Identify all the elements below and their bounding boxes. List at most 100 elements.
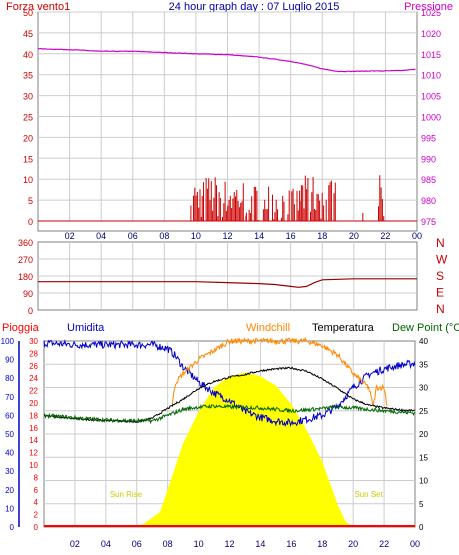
wind-tick: 30 <box>23 92 33 102</box>
rain-tick: 28 <box>29 349 38 358</box>
compass-label: E <box>436 286 444 300</box>
rain-tick: 0 <box>34 523 39 532</box>
humidity-tick: 80 <box>5 374 14 383</box>
wind-tick: 50 <box>23 8 33 18</box>
pressure-tick: 1005 <box>421 92 441 102</box>
temperature-humidity-panel: Pioggia Umidita Windchill Temperatura Dew Po… <box>1 322 459 549</box>
series-label: Dew Point (°C <box>392 322 459 334</box>
hour-tick: 10 <box>194 539 204 549</box>
rain-tick: 16 <box>29 424 38 433</box>
hour-tick: 06 <box>128 231 138 241</box>
hour-tick: 04 <box>96 231 106 241</box>
chart-title: 24 hour graph day : 07 Luglio 2015 <box>169 1 340 13</box>
wind-tick: 45 <box>23 29 33 39</box>
compass-label: N <box>436 236 445 250</box>
pressure-tick: 1025 <box>421 8 441 18</box>
pressure-tick: 1010 <box>421 71 441 81</box>
series-labels: Pioggia Umidita Windchill Temperatura Dew Po… <box>2 322 459 334</box>
rain-tick: 30 <box>29 337 38 346</box>
hour-tick: 02 <box>65 231 75 241</box>
humidity-tick: 90 <box>5 356 14 365</box>
hour-tick: 10 <box>191 231 201 241</box>
hour-tick: 20 <box>349 231 359 241</box>
temperature-tick: 20 <box>419 430 428 439</box>
series-label: Pioggia <box>2 322 40 334</box>
direction-tick: 90 <box>23 289 33 299</box>
pressure-tick: 990 <box>421 154 436 164</box>
pressure-tick: 1015 <box>421 50 441 60</box>
temperature-tick-labels: 0 5 10 15 20 25 30 35 40 <box>419 337 428 532</box>
windchill-line <box>171 336 388 407</box>
direction-grid <box>38 242 417 310</box>
humidity-tick: 20 <box>5 486 14 495</box>
hour-tick: 14 <box>254 231 264 241</box>
hour-tick: 18 <box>317 539 327 549</box>
temperature-tick: 5 <box>419 500 424 509</box>
humidity-tick: 30 <box>5 467 14 476</box>
temperature-tick: 40 <box>419 337 428 346</box>
humidity-tick: 100 <box>1 337 15 346</box>
wind-tick: 0 <box>28 217 33 227</box>
compass-label: S <box>436 269 444 283</box>
wind-tick: 20 <box>23 133 33 143</box>
wind-tick: 25 <box>23 113 33 123</box>
wind-bars <box>190 175 385 221</box>
hour-tick: 20 <box>348 539 358 549</box>
wind-grid <box>38 11 417 222</box>
pressure-line <box>37 47 416 73</box>
hour-tick-labels-bottom: 02 04 06 08 10 12 14 16 18 20 22 00 <box>70 539 420 549</box>
sun-annotation: Sun Set <box>354 490 383 499</box>
pressure-tick: 980 <box>421 196 436 206</box>
humidity-tick-labels: 0 10 20 30 40 50 60 70 80 90 100 <box>1 337 20 532</box>
humidity-line <box>43 338 416 427</box>
temperature-tick: 25 <box>419 407 428 416</box>
pressure-axis-title: Pressione <box>404 1 453 13</box>
rain-tick: 4 <box>34 498 39 507</box>
pressure-tick-labels: 975 980 985 990 995 1000 1005 1010 1015 1020 1025 <box>421 8 441 227</box>
wind-tick: 15 <box>23 154 33 164</box>
rain-tick: 8 <box>34 473 39 482</box>
hour-tick: 06 <box>132 539 142 549</box>
hour-tick: 00 <box>412 231 422 241</box>
pressure-tick: 985 <box>421 175 436 185</box>
humidity-tick: 60 <box>5 411 14 420</box>
temperature-tick: 10 <box>419 477 428 486</box>
rain-tick: 6 <box>34 486 39 495</box>
rain-tick: 18 <box>29 411 38 420</box>
hour-tick: 22 <box>379 539 389 549</box>
wind-tick: 5 <box>28 196 33 206</box>
hour-tick: 12 <box>222 231 232 241</box>
hour-tick: 18 <box>317 231 327 241</box>
direction-tick: 270 <box>18 255 33 265</box>
humidity-tick: 0 <box>10 523 15 532</box>
humidity-tick: 70 <box>5 393 14 402</box>
compass-label: W <box>436 253 448 267</box>
hour-tick: 04 <box>101 539 111 549</box>
hour-tick: 08 <box>163 539 173 549</box>
solar-area <box>136 372 354 527</box>
dewpoint-line <box>43 403 416 425</box>
humidity-tick: 50 <box>5 430 14 439</box>
hour-tick: 02 <box>70 539 80 549</box>
wind-axis-title: Forza vento1 <box>6 1 70 13</box>
series-label: Windchill <box>246 322 290 334</box>
direction-tick-labels: 0 90 180 270 360 <box>18 238 33 316</box>
hour-tick: 08 <box>159 231 169 241</box>
wind-tick: 35 <box>23 71 33 81</box>
sun-annotations: Sun Rise Sun Set <box>110 490 384 499</box>
rain-tick: 26 <box>29 362 38 371</box>
pressure-tick: 1020 <box>421 29 441 39</box>
rain-tick: 10 <box>29 461 38 470</box>
temperature-tick: 30 <box>419 384 428 393</box>
sun-annotation: Sun Rise <box>110 490 143 499</box>
pressure-tick: 1000 <box>421 113 441 123</box>
hour-tick: 16 <box>286 539 296 549</box>
wind-tick: 40 <box>23 50 33 60</box>
temperature-tick: 35 <box>419 360 428 369</box>
wind-tick: 10 <box>23 175 33 185</box>
